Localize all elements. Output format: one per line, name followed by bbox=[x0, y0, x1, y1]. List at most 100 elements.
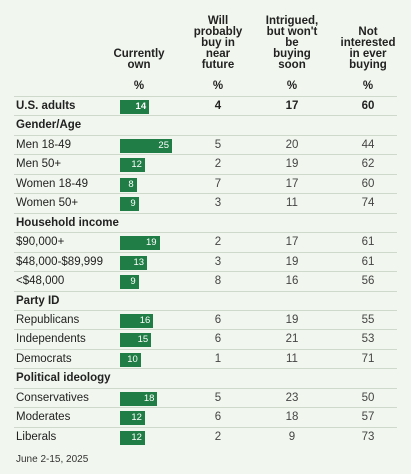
column-header-line: Currently bbox=[113, 48, 165, 60]
footnote: June 2-15, 2025 bbox=[16, 454, 89, 465]
own-bar: 12 bbox=[120, 158, 145, 173]
value-cell: 2 bbox=[214, 430, 222, 443]
own-bar: 9 bbox=[120, 197, 139, 212]
row-label: Democrats bbox=[16, 352, 72, 365]
value-cell: 71 bbox=[361, 352, 375, 365]
value-cell: 7 bbox=[214, 177, 222, 190]
row-label: Party ID bbox=[16, 294, 60, 307]
table-row: Democrats 10 1 11 71 bbox=[14, 350, 397, 369]
column-header-4: Not interested in ever buying bbox=[323, 26, 411, 71]
row-divider bbox=[14, 173, 397, 175]
row-label: Liberals bbox=[16, 430, 57, 443]
column-header-line: Will bbox=[207, 15, 229, 27]
column-header-line: Intrigued, bbox=[265, 15, 319, 27]
value-cell: 6 bbox=[214, 333, 222, 346]
value-cell: 11 bbox=[286, 352, 298, 365]
column-header-line: in ever bbox=[349, 48, 387, 60]
own-bar: 10 bbox=[120, 352, 141, 367]
table-row: Moderates 12 6 18 57 bbox=[14, 408, 397, 427]
column-header-line: own bbox=[127, 59, 151, 71]
row-label: Republicans bbox=[16, 313, 80, 326]
row-label: Conservatives bbox=[16, 391, 89, 404]
value-cell: 2 bbox=[214, 236, 222, 249]
column-unit: % bbox=[212, 80, 224, 92]
row-label: $48,000-$89,999 bbox=[16, 255, 103, 268]
value-cell: 1 bbox=[214, 352, 222, 365]
table-row: Republicans 16 6 19 55 bbox=[14, 311, 397, 330]
row-divider bbox=[14, 134, 397, 136]
value-cell: 57 bbox=[361, 411, 375, 424]
row-divider bbox=[14, 212, 397, 214]
value-cell: 3 bbox=[214, 255, 222, 268]
column-header-line: buying bbox=[273, 48, 311, 60]
row-label: $90,000+ bbox=[16, 236, 65, 249]
value-cell: 55 bbox=[361, 313, 375, 326]
value-cell: 50 bbox=[361, 391, 375, 404]
row-label: Women 50+ bbox=[16, 197, 79, 210]
table-row: U.S. adults 14 4 17 60 bbox=[14, 97, 397, 116]
value-cell: 73 bbox=[361, 430, 375, 443]
row-divider bbox=[14, 368, 397, 370]
row-divider bbox=[14, 115, 397, 117]
value-cell: 53 bbox=[361, 333, 375, 346]
row-divider bbox=[14, 348, 397, 350]
group-heading: Household income bbox=[14, 214, 397, 233]
group-heading: Party ID bbox=[14, 292, 397, 311]
row-divider bbox=[14, 329, 397, 331]
column-header-line: Not bbox=[358, 26, 378, 38]
table-row: $48,000-$89,999 13 3 19 61 bbox=[14, 253, 397, 272]
value-cell: 11 bbox=[286, 197, 298, 210]
column-header-line: be bbox=[285, 37, 299, 49]
value-cell: 74 bbox=[361, 197, 375, 210]
column-unit: % bbox=[133, 80, 145, 92]
value-cell: 2 bbox=[214, 158, 222, 171]
row-divider bbox=[14, 387, 397, 389]
value-cell: 3 bbox=[214, 197, 222, 210]
row-label: <$48,000 bbox=[16, 275, 65, 288]
own-bar: 13 bbox=[120, 255, 148, 270]
value-cell: 60 bbox=[361, 100, 375, 112]
value-cell: 61 bbox=[361, 236, 375, 249]
table-row: Liberals 12 2 9 73 bbox=[14, 428, 397, 447]
value-cell: 20 bbox=[285, 138, 299, 151]
column-header-line: future bbox=[201, 59, 235, 71]
own-bar: 16 bbox=[120, 313, 154, 328]
value-cell: 44 bbox=[361, 138, 375, 151]
value-cell: 19 bbox=[285, 255, 299, 268]
row-divider bbox=[14, 271, 397, 273]
column-header-3: Intrigued, but won't be buying soon bbox=[247, 15, 337, 71]
row-label: Men 18-49 bbox=[16, 138, 71, 151]
value-cell: 61 bbox=[361, 255, 375, 268]
column-header-2: Will probably buy in near future bbox=[173, 15, 263, 71]
value-cell: 5 bbox=[214, 138, 222, 151]
group-heading: Gender/Age bbox=[14, 116, 397, 135]
value-cell: 16 bbox=[285, 275, 299, 288]
value-cell: 17 bbox=[285, 177, 299, 190]
own-bar: 15 bbox=[120, 333, 152, 348]
value-cell: 18 bbox=[285, 411, 299, 424]
own-bar: 9 bbox=[120, 275, 139, 290]
own-bar: 19 bbox=[120, 236, 160, 251]
own-bar: 12 bbox=[120, 411, 145, 426]
row-label: Political ideology bbox=[16, 372, 111, 385]
column-header-line: buying bbox=[349, 59, 387, 71]
value-cell: 5 bbox=[214, 391, 222, 404]
own-bar: 25 bbox=[120, 138, 172, 153]
row-divider bbox=[14, 290, 397, 292]
value-cell: 21 bbox=[285, 333, 299, 346]
row-label: Moderates bbox=[16, 411, 71, 424]
own-bar: 18 bbox=[120, 391, 158, 406]
table-row: Women 50+ 9 3 11 74 bbox=[14, 194, 397, 213]
table-row: Men 50+ 12 2 19 62 bbox=[14, 155, 397, 174]
table-row: Conservatives 18 5 23 50 bbox=[14, 389, 397, 408]
row-divider bbox=[14, 426, 397, 428]
value-cell: 4 bbox=[214, 100, 222, 112]
column-header-line: buy in bbox=[201, 37, 235, 49]
value-cell: 6 bbox=[214, 313, 222, 326]
column-header-line: but won't bbox=[266, 26, 318, 38]
row-label: U.S. adults bbox=[16, 100, 76, 112]
column-header-line: soon bbox=[278, 59, 306, 71]
value-cell: 17 bbox=[285, 100, 299, 112]
table-row: Independents 15 6 21 53 bbox=[14, 330, 397, 349]
row-divider bbox=[14, 154, 397, 156]
